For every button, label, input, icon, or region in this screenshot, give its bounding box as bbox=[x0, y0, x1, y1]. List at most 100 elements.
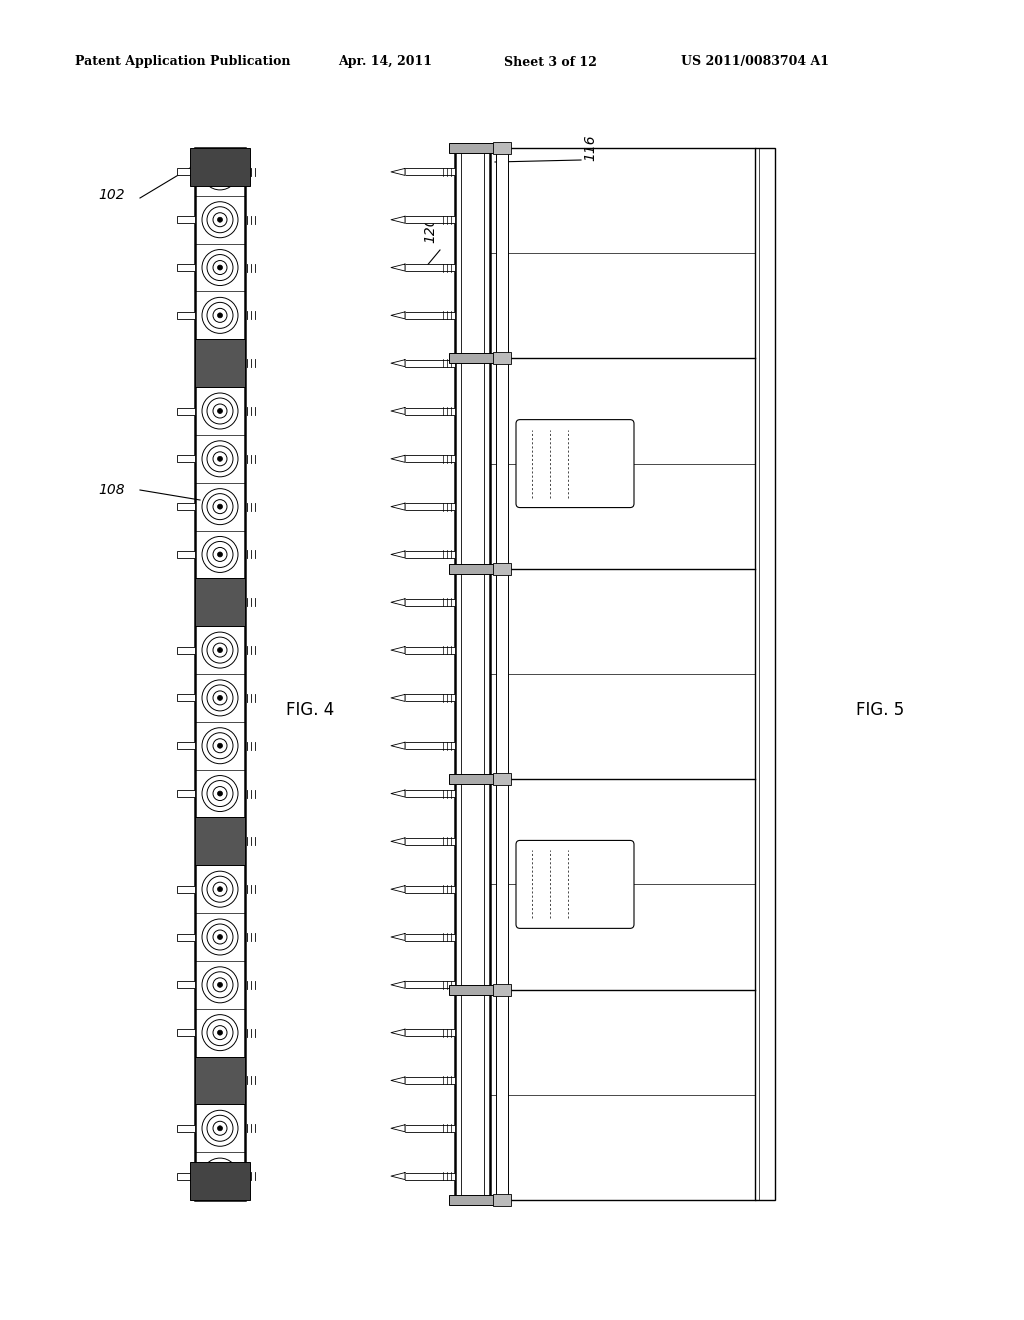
Bar bbox=[406, 455, 455, 462]
Bar bbox=[406, 1125, 455, 1131]
Text: 108: 108 bbox=[98, 483, 125, 498]
Text: FIG. 5: FIG. 5 bbox=[856, 701, 904, 719]
Bar bbox=[406, 550, 455, 558]
Circle shape bbox=[217, 169, 222, 174]
Polygon shape bbox=[391, 694, 406, 701]
Polygon shape bbox=[391, 264, 406, 271]
Circle shape bbox=[217, 218, 222, 222]
Bar bbox=[406, 694, 455, 701]
Bar bbox=[195, 148, 245, 1200]
Bar bbox=[406, 408, 455, 414]
FancyBboxPatch shape bbox=[516, 841, 634, 928]
Bar bbox=[449, 1195, 496, 1205]
Text: Sheet 3 of 12: Sheet 3 of 12 bbox=[504, 55, 596, 69]
Text: US 2011/0083704 A1: US 2011/0083704 A1 bbox=[681, 55, 829, 69]
Bar bbox=[493, 562, 511, 574]
Polygon shape bbox=[391, 408, 406, 414]
Bar bbox=[406, 1172, 455, 1180]
Circle shape bbox=[217, 1173, 222, 1179]
Text: 116: 116 bbox=[583, 135, 597, 161]
Circle shape bbox=[217, 408, 222, 413]
Polygon shape bbox=[391, 1125, 406, 1131]
Circle shape bbox=[217, 1030, 222, 1035]
Circle shape bbox=[217, 743, 222, 748]
Bar bbox=[177, 647, 195, 653]
Bar bbox=[493, 352, 511, 364]
Bar bbox=[177, 694, 195, 701]
Bar bbox=[406, 216, 455, 223]
Bar bbox=[406, 933, 455, 940]
Bar bbox=[449, 354, 496, 363]
Polygon shape bbox=[391, 981, 406, 989]
Bar bbox=[190, 148, 250, 186]
Bar bbox=[177, 503, 195, 510]
Bar bbox=[195, 1056, 245, 1105]
Bar bbox=[406, 838, 455, 845]
Bar bbox=[177, 455, 195, 462]
Circle shape bbox=[217, 265, 222, 271]
Bar bbox=[449, 564, 496, 574]
Bar bbox=[177, 408, 195, 414]
Polygon shape bbox=[391, 1030, 406, 1036]
Bar bbox=[177, 550, 195, 558]
Bar bbox=[177, 216, 195, 223]
Polygon shape bbox=[391, 359, 406, 367]
Bar bbox=[177, 169, 195, 176]
Bar bbox=[406, 359, 455, 367]
Bar bbox=[406, 647, 455, 653]
Polygon shape bbox=[391, 169, 406, 176]
Polygon shape bbox=[391, 886, 406, 892]
Bar bbox=[493, 1195, 511, 1206]
Bar bbox=[496, 148, 508, 1200]
Bar bbox=[406, 169, 455, 176]
Text: FIG. 4: FIG. 4 bbox=[286, 701, 334, 719]
Polygon shape bbox=[391, 1077, 406, 1084]
FancyBboxPatch shape bbox=[516, 420, 634, 508]
Bar bbox=[406, 742, 455, 750]
Text: Patent Application Publication: Patent Application Publication bbox=[75, 55, 291, 69]
Bar bbox=[177, 791, 195, 797]
Text: Apr. 14, 2011: Apr. 14, 2011 bbox=[338, 55, 432, 69]
Circle shape bbox=[217, 982, 222, 987]
Polygon shape bbox=[391, 455, 406, 462]
Bar bbox=[493, 143, 511, 154]
Bar bbox=[406, 264, 455, 271]
Circle shape bbox=[217, 887, 222, 892]
Bar bbox=[406, 1030, 455, 1036]
Bar bbox=[190, 1162, 250, 1200]
Circle shape bbox=[217, 696, 222, 701]
Polygon shape bbox=[391, 742, 406, 750]
Text: 120: 120 bbox=[423, 216, 437, 243]
Circle shape bbox=[217, 457, 222, 461]
Circle shape bbox=[217, 313, 222, 318]
Bar bbox=[406, 981, 455, 989]
Bar bbox=[195, 578, 245, 626]
Text: 102: 102 bbox=[98, 187, 125, 202]
Circle shape bbox=[217, 552, 222, 557]
Bar bbox=[195, 339, 245, 387]
Bar bbox=[177, 312, 195, 319]
Bar bbox=[455, 148, 490, 1200]
Bar bbox=[449, 143, 496, 153]
Bar bbox=[406, 312, 455, 319]
Bar bbox=[406, 791, 455, 797]
Polygon shape bbox=[391, 312, 406, 319]
Bar bbox=[177, 886, 195, 892]
Polygon shape bbox=[391, 791, 406, 797]
Polygon shape bbox=[391, 550, 406, 558]
Bar bbox=[177, 1030, 195, 1036]
Polygon shape bbox=[391, 933, 406, 940]
Polygon shape bbox=[391, 1172, 406, 1180]
Polygon shape bbox=[391, 216, 406, 223]
Bar bbox=[449, 775, 496, 784]
Bar bbox=[195, 817, 245, 866]
Bar bbox=[177, 742, 195, 750]
Circle shape bbox=[217, 935, 222, 940]
Bar bbox=[177, 933, 195, 940]
Bar bbox=[177, 1125, 195, 1131]
Bar bbox=[406, 886, 455, 892]
Bar bbox=[406, 599, 455, 606]
Circle shape bbox=[217, 791, 222, 796]
Bar bbox=[177, 264, 195, 271]
Polygon shape bbox=[391, 647, 406, 653]
